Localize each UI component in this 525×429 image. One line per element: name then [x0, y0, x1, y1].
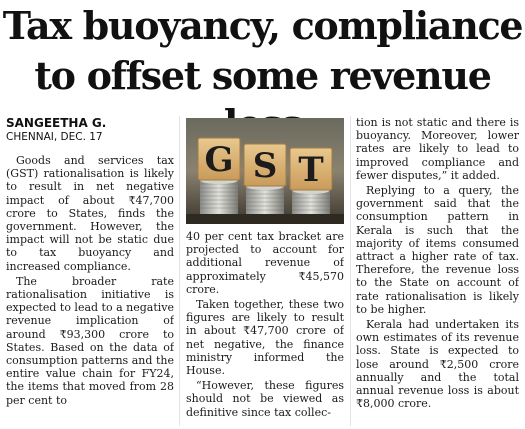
paragraph: Taken together, these two figures are li… — [186, 298, 344, 378]
column-divider — [350, 116, 351, 426]
paragraph: tion is not static and there is buoyancy… — [356, 116, 519, 182]
gst-coin-stacks-photo: G S T — [186, 118, 344, 224]
headline-line-2: to offset some revenue loss — [34, 53, 491, 146]
paragraph: Goods and services tax (GST) rationalisa… — [6, 154, 174, 273]
paragraph: The broader rate rationalisation initiat… — [6, 274, 174, 407]
column-divider — [179, 116, 180, 426]
letter-block-t: T — [289, 147, 333, 191]
letter-block-s: S — [243, 143, 287, 187]
coin-stack-left — [200, 176, 238, 214]
coin-stack-middle — [246, 182, 284, 214]
paragraph: Kerala had undertaken its own estimates … — [356, 318, 519, 411]
byline-author: SANGEETHA G. — [6, 116, 107, 130]
paragraph: 40 per cent tax bracket are projected to… — [186, 230, 344, 296]
article-column-1: Goods and services tax (GST) rationalisa… — [6, 154, 174, 426]
paragraph: Replying to a query, the government said… — [356, 184, 519, 316]
article-column-2: 40 per cent tax bracket are projected to… — [186, 230, 344, 426]
article-column-3: tion is not static and there is buoyancy… — [356, 116, 519, 426]
letter-t: T — [298, 150, 323, 190]
letter-s: S — [253, 146, 278, 186]
paragraph: “However, these figures should not be vi… — [186, 379, 344, 419]
photo-illustration: G S T — [186, 118, 344, 224]
headline-line-1: Tax buoyancy, compliance — [2, 3, 524, 48]
dateline: CHENNAI, DEC. 17 — [6, 131, 103, 143]
letter-block-g: G — [197, 137, 241, 181]
letter-g: G — [204, 140, 233, 180]
